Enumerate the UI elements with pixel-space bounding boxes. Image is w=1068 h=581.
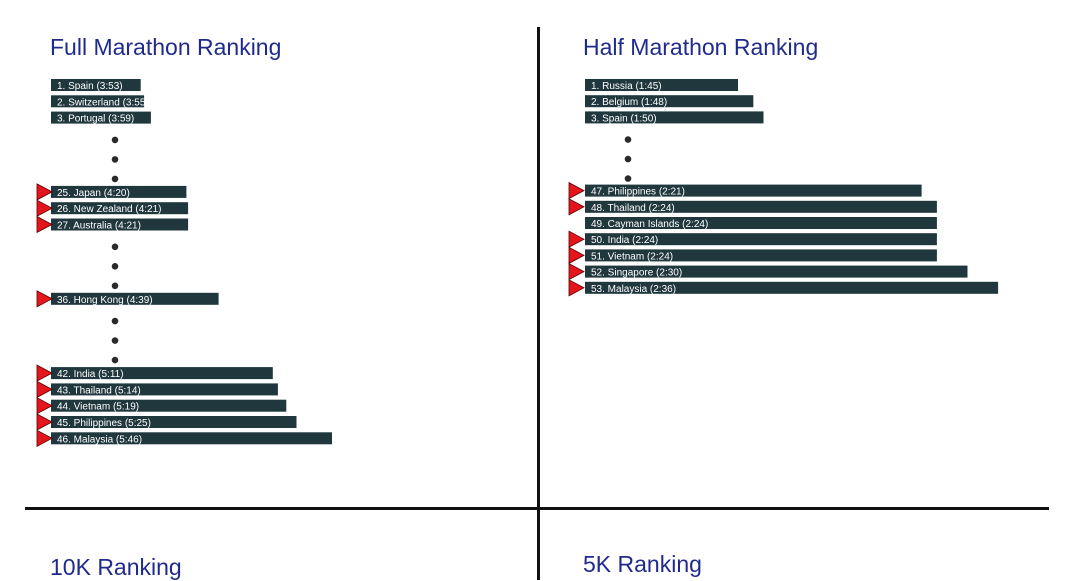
highlight-marker bbox=[568, 198, 585, 216]
bar bbox=[51, 416, 297, 428]
bar-label: 1. Spain (3:53) bbox=[57, 81, 123, 92]
ellipsis-dot bbox=[111, 175, 119, 183]
ellipsis-dot bbox=[111, 282, 119, 290]
highlight-marker bbox=[36, 199, 53, 217]
bar-label: 48. Thailand (2:24) bbox=[591, 203, 675, 214]
bar bbox=[585, 200, 937, 213]
bar bbox=[585, 111, 764, 124]
bar bbox=[51, 432, 332, 445]
bar-label: 53. Malaysia (2:36) bbox=[591, 284, 676, 295]
ellipsis-dot bbox=[111, 337, 119, 344]
highlight-marker bbox=[36, 364, 53, 382]
bar bbox=[585, 79, 738, 91]
bar-label: 2. Belgium (1:48) bbox=[591, 97, 667, 108]
bar-label: 25. Japan (4:20) bbox=[57, 188, 130, 199]
bar-label: 52. Singapore (2:30) bbox=[591, 268, 682, 279]
ellipsis-dot bbox=[111, 317, 119, 325]
bar bbox=[585, 184, 922, 197]
bar-label: 43. Thailand (5:14) bbox=[57, 385, 141, 396]
highlight-marker bbox=[36, 215, 53, 234]
bar bbox=[51, 367, 273, 380]
bar-label: 1. Russia (1:45) bbox=[591, 81, 662, 92]
ellipsis-dot bbox=[111, 156, 119, 163]
bar-label: 27. Australia (4:21) bbox=[57, 221, 141, 232]
bar-label: 46. Malaysia (5:46) bbox=[57, 434, 142, 445]
bar-label: 44. Vietnam (5:19) bbox=[57, 402, 139, 413]
bar bbox=[585, 95, 754, 108]
highlight-marker bbox=[36, 413, 53, 431]
horizontal-divider bbox=[25, 507, 1049, 510]
bar-label: 49. Cayman Islands (2:24) bbox=[591, 219, 708, 230]
highlight-marker bbox=[36, 183, 53, 201]
bar-label: 51. Vietnam (2:24) bbox=[591, 251, 673, 262]
highlight-marker bbox=[36, 380, 53, 399]
bar bbox=[51, 111, 151, 124]
highlight-marker bbox=[568, 279, 585, 297]
highlight-marker bbox=[568, 181, 585, 200]
bar bbox=[51, 79, 141, 91]
bar-label: 26. New Zealand (4:21) bbox=[57, 204, 162, 215]
bar-label: 2. Switzerland (3:55) bbox=[57, 97, 149, 108]
bar-label: 47. Philippines (2:21) bbox=[591, 187, 685, 198]
tenk-title: 10K Ranking bbox=[50, 554, 182, 580]
half-marathon-chart: 1. Russia (1:45) 2. Belgium (1:48) 3. Spai… bbox=[568, 79, 999, 297]
bar bbox=[51, 218, 189, 231]
bar bbox=[585, 281, 999, 294]
ellipsis-dot bbox=[111, 243, 119, 251]
ellipsis-dot bbox=[624, 175, 632, 182]
bar bbox=[585, 233, 937, 246]
bar-label: 42. India (5:11) bbox=[57, 369, 124, 380]
full-marathon-title: Full Marathon Ranking bbox=[50, 34, 282, 60]
ellipsis-dot bbox=[111, 263, 119, 270]
highlight-marker bbox=[36, 290, 53, 308]
ellipsis-dot bbox=[624, 155, 632, 163]
highlight-marker bbox=[36, 397, 53, 415]
bar bbox=[51, 185, 187, 198]
bar bbox=[585, 249, 937, 262]
highlight-marker bbox=[36, 429, 53, 447]
bar bbox=[585, 265, 968, 278]
vertical-divider bbox=[537, 27, 540, 580]
bar bbox=[51, 399, 287, 412]
bar-label: 3. Portugal (3:59) bbox=[57, 114, 134, 125]
half-marathon-title: Half Marathon Ranking bbox=[583, 34, 819, 60]
ellipsis-dot bbox=[111, 356, 119, 364]
bar bbox=[585, 217, 937, 229]
bar-label: 36. Hong Kong (4:39) bbox=[57, 295, 153, 306]
bar-label: 45. Philippines (5:25) bbox=[57, 418, 151, 429]
bar bbox=[51, 202, 189, 215]
highlight-marker bbox=[568, 262, 585, 281]
highlight-marker bbox=[568, 230, 585, 248]
highlight-marker bbox=[568, 246, 585, 265]
bar-label: 3. Spain (1:50) bbox=[591, 113, 657, 124]
fivek-title: 5K Ranking bbox=[583, 551, 702, 577]
full-marathon-chart: 1. Spain (3:53) 2. Switzerland (3:55) 3. P… bbox=[36, 79, 332, 447]
bar-label: 50. India (2:24) bbox=[591, 235, 658, 246]
bar bbox=[51, 292, 219, 305]
ellipsis-dot bbox=[111, 136, 119, 144]
ellipsis-dot bbox=[624, 136, 632, 143]
bar bbox=[51, 95, 145, 108]
bar bbox=[51, 383, 278, 396]
